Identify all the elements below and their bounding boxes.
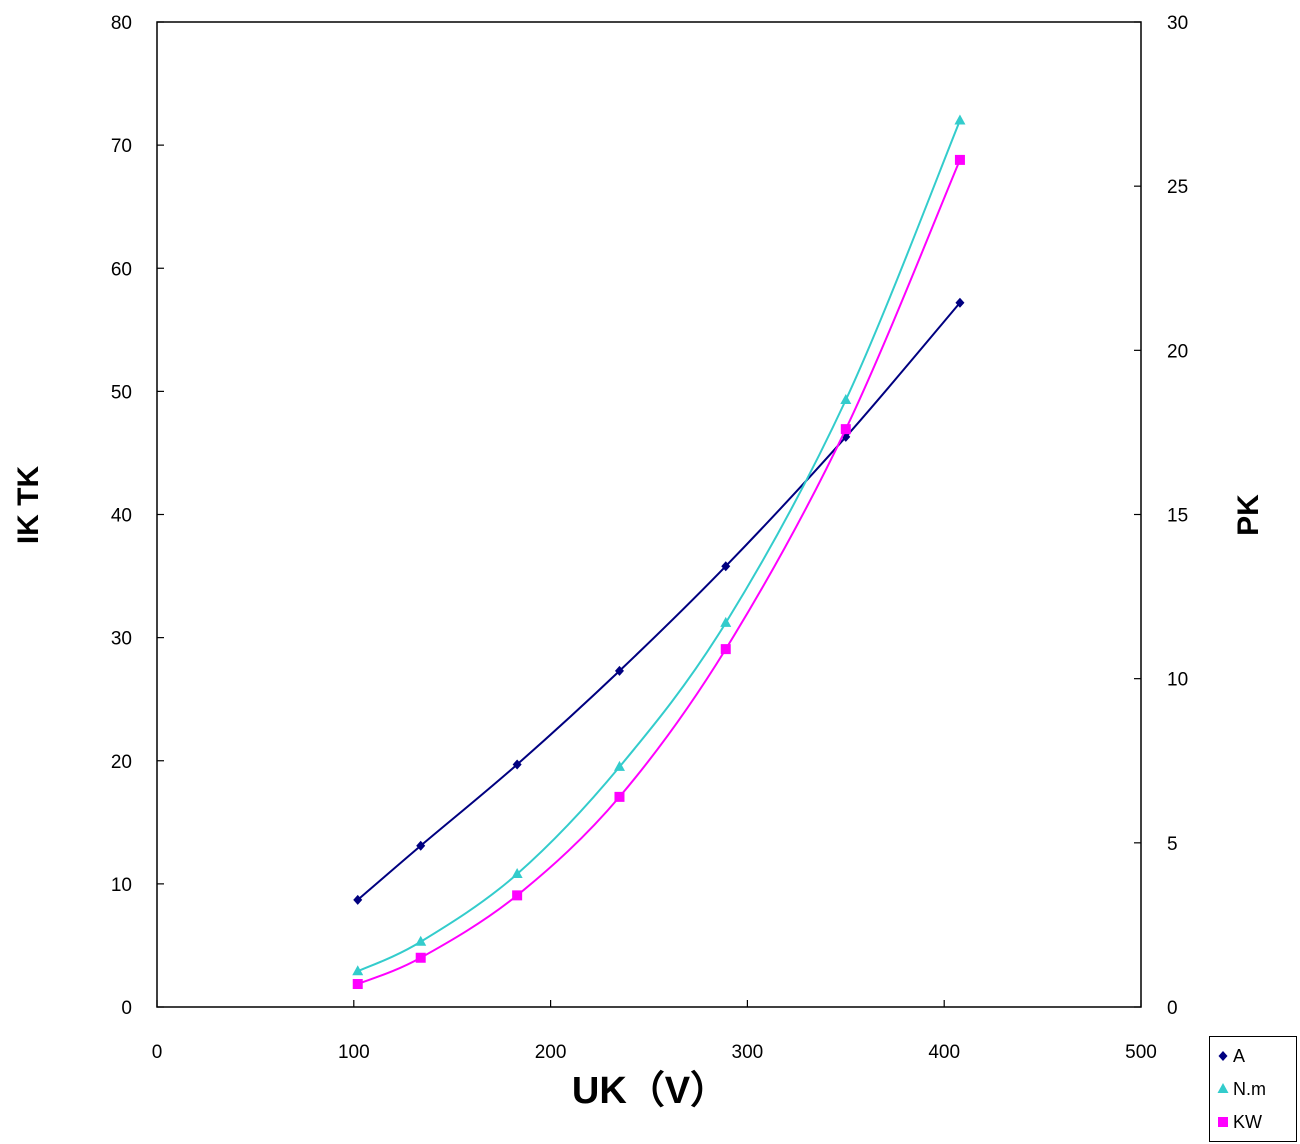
legend-label: N.m [1233, 1078, 1266, 1099]
data-point [614, 665, 624, 676]
legend-item: N.m [1216, 1078, 1266, 1100]
data-point [614, 791, 625, 802]
triangle-marker-icon [1217, 1083, 1229, 1093]
left-y-tick-label: 10 [111, 875, 132, 896]
diamond-marker-icon [1218, 1051, 1228, 1061]
data-point [954, 154, 965, 165]
x-tick-label: 200 [535, 1042, 567, 1063]
plot-area-frame [156, 21, 1142, 1008]
left-y-tick-label: 80 [111, 13, 132, 34]
legend-marker-shape [1218, 1117, 1228, 1127]
left-y-axis-ticks: 0 10 20 30 40 50 60 70 80 [111, 13, 164, 1019]
left-y-tick-label: 20 [111, 752, 132, 773]
data-point [415, 952, 426, 963]
data-point [720, 644, 731, 655]
right-y-tick-label: 30 [1167, 13, 1188, 34]
legend-item: A [1216, 1045, 1245, 1067]
right-y-tick-label: 0 [1167, 998, 1178, 1019]
series-n-m [352, 114, 966, 976]
right-y-tick-label: 15 [1167, 506, 1188, 527]
x-tick-label: 100 [338, 1042, 370, 1063]
series-layer [352, 114, 966, 990]
x-tick-label: 500 [1125, 1042, 1157, 1063]
data-point [511, 868, 523, 879]
x-axis-ticks: 0 100 200 300 400 500 [152, 1000, 1157, 1063]
data-point [954, 114, 966, 125]
data-point [955, 297, 965, 308]
data-point [840, 424, 851, 435]
x-axis-title: UK（V） [572, 1070, 728, 1112]
data-point [720, 616, 732, 627]
left-y-axis-title: IK TK [12, 466, 45, 545]
data-point [721, 561, 731, 572]
right-y-tick-label: 25 [1167, 177, 1188, 198]
data-point [613, 760, 625, 771]
series-a [353, 297, 965, 905]
left-y-tick-label: 60 [111, 259, 132, 280]
legend-label: A [1233, 1045, 1246, 1066]
legend: A N.m KW [1209, 1036, 1297, 1142]
x-tick-label: 0 [152, 1042, 163, 1063]
data-point [840, 393, 852, 404]
data-point [512, 759, 522, 770]
series-line [357, 159, 961, 985]
data-point [353, 894, 363, 905]
series-line [357, 120, 961, 973]
right-y-axis-ticks: 0 5 10 15 20 25 30 [1134, 13, 1188, 1019]
right-y-tick-label: 20 [1167, 341, 1188, 362]
left-y-tick-label: 70 [111, 136, 132, 157]
square-marker-icon [1218, 1117, 1228, 1127]
x-tick-label: 300 [732, 1042, 764, 1063]
legend-marker-shape [1218, 1051, 1228, 1061]
series-line [357, 302, 961, 901]
data-point [415, 935, 427, 946]
legend-item: KW [1216, 1111, 1262, 1133]
left-y-tick-label: 40 [111, 506, 132, 527]
right-y-tick-label: 5 [1167, 834, 1178, 855]
legend-label: KW [1233, 1111, 1262, 1132]
left-y-tick-label: 50 [111, 382, 132, 403]
right-y-axis-title: PK [1232, 494, 1265, 536]
series-kw [352, 154, 965, 990]
data-point [512, 890, 523, 901]
left-y-tick-label: 30 [111, 629, 132, 650]
legend-marker-shape [1217, 1083, 1229, 1093]
data-point [416, 840, 426, 851]
left-y-tick-label: 0 [121, 998, 132, 1019]
x-tick-label: 400 [928, 1042, 960, 1063]
data-point [352, 965, 364, 976]
right-y-tick-label: 10 [1167, 670, 1188, 691]
data-point [352, 979, 363, 990]
